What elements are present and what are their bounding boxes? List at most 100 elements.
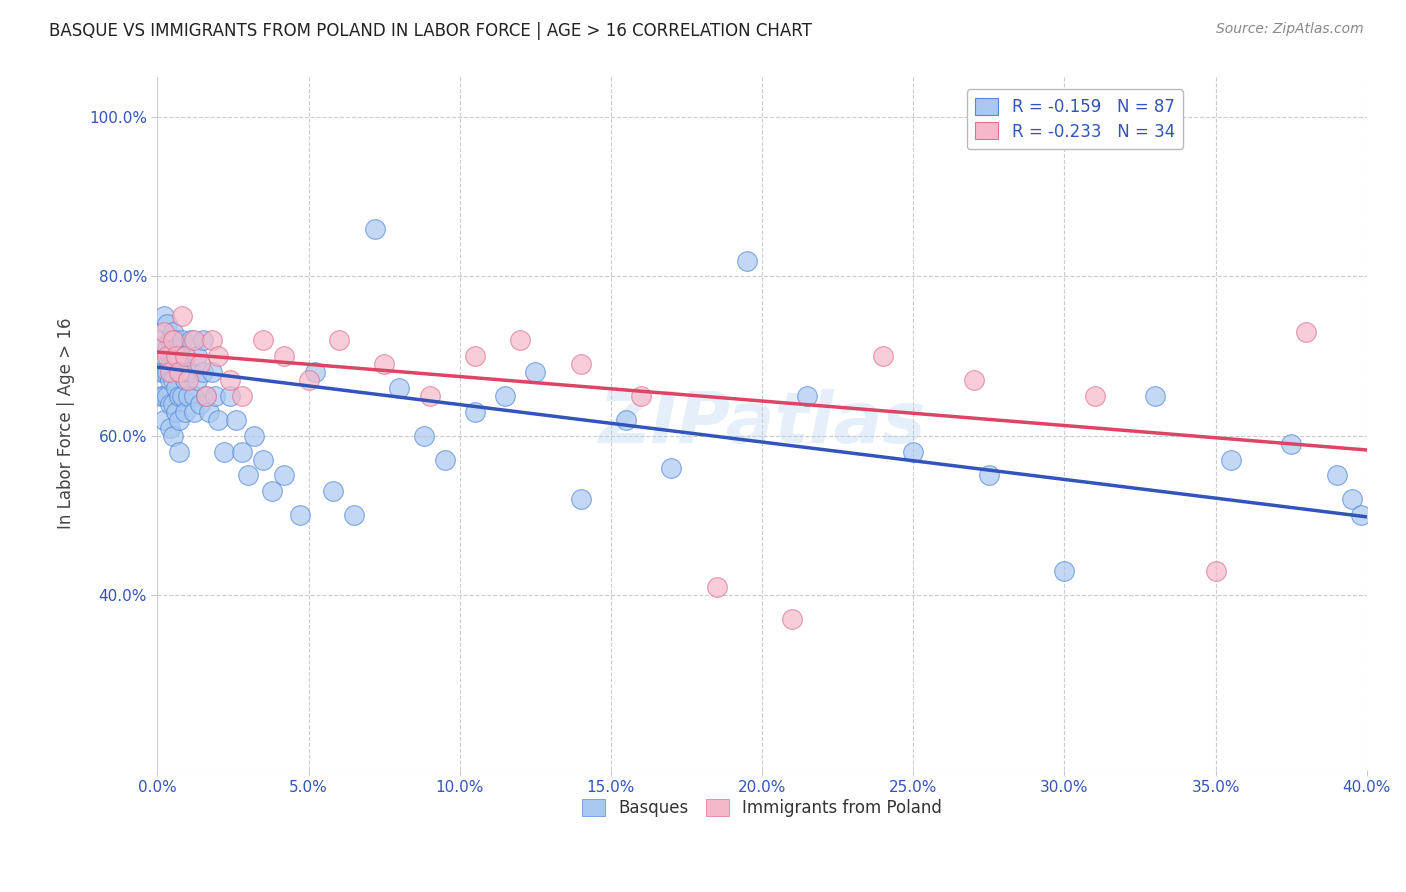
Point [207,349,229,363]
Point [159,349,181,363]
Point [903,444,925,458]
Point [188,397,211,411]
Point [433,452,456,467]
Point [155,365,177,379]
Point [165,405,187,419]
Point [167,389,190,403]
Point [273,349,295,363]
Point [167,349,190,363]
Text: Source: ZipAtlas.com: Source: ZipAtlas.com [1216,22,1364,37]
Point [509,333,531,347]
Point [183,389,205,403]
Point [219,389,242,403]
Point [614,413,637,427]
Point [149,341,172,355]
Point [191,365,214,379]
Point [177,365,200,379]
Point [149,389,172,403]
Point [304,365,326,379]
Point [186,349,208,363]
Point [177,373,200,387]
Point [288,508,311,523]
Point [159,333,181,347]
Point [152,349,174,363]
Point [159,420,181,434]
Point [167,365,190,379]
Point [343,508,366,523]
Point [170,310,193,324]
Point [273,468,295,483]
Point [298,373,321,387]
Point [207,413,229,427]
Point [569,357,592,371]
Point [204,389,226,403]
Point [155,389,177,403]
Point [262,484,284,499]
Text: BASQUE VS IMMIGRANTS FROM POLAND IN LABOR FORCE | AGE > 16 CORRELATION CHART: BASQUE VS IMMIGRANTS FROM POLAND IN LABO… [49,22,813,40]
Point [159,397,181,411]
Point [796,389,818,403]
Point [373,357,395,371]
Point [322,484,344,499]
Point [1326,468,1348,483]
Point [194,389,217,403]
Point [183,405,205,419]
Point [464,405,486,419]
Point [162,428,184,442]
Point [872,349,894,363]
Point [162,373,184,387]
Point [162,333,184,347]
Point [159,373,181,387]
Point [238,468,260,483]
Point [231,389,253,403]
Point [170,365,193,379]
Point [201,365,224,379]
Point [155,341,177,355]
Point [165,357,187,371]
Point [201,333,224,347]
Point [152,413,174,427]
Point [212,444,235,458]
Y-axis label: In Labor Force | Age > 16: In Labor Force | Age > 16 [58,318,75,530]
Point [328,333,350,347]
Point [1053,564,1076,578]
Legend: Basques, Immigrants from Poland: Basques, Immigrants from Poland [575,792,949,824]
Point [155,317,177,331]
Point [225,413,247,427]
Point [180,365,202,379]
Point [173,349,195,363]
Point [706,580,728,594]
Point [252,333,274,347]
Point [1084,389,1107,403]
Point [152,310,174,324]
Point [180,333,202,347]
Point [963,373,986,387]
Point [1144,389,1167,403]
Point [159,365,181,379]
Point [661,460,683,475]
Point [231,444,253,458]
Point [165,349,187,363]
Point [388,381,411,395]
Point [1350,508,1372,523]
Point [152,325,174,339]
Point [524,365,547,379]
Point [149,333,172,347]
Point [162,397,184,411]
Point [173,373,195,387]
Point [419,389,441,403]
Point [198,405,221,419]
Point [364,221,387,235]
Point [162,325,184,339]
Point [155,349,177,363]
Point [977,468,1000,483]
Point [494,389,516,403]
Point [165,381,187,395]
Point [167,365,190,379]
Point [1205,564,1227,578]
Point [219,373,242,387]
Point [243,428,266,442]
Point [569,492,592,507]
Point [152,365,174,379]
Point [165,333,187,347]
